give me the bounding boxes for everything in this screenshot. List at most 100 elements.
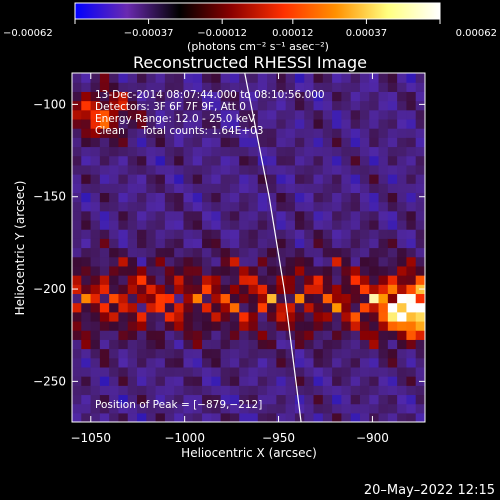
heatmap-cell bbox=[109, 394, 120, 405]
heatmap-cell bbox=[294, 109, 305, 120]
heatmap-cell bbox=[109, 155, 120, 166]
heatmap-cell bbox=[341, 137, 352, 148]
heatmap-cell bbox=[211, 219, 222, 230]
heatmap-cell bbox=[202, 192, 212, 203]
heatmap-cell bbox=[313, 183, 324, 193]
heatmap-cell bbox=[183, 146, 194, 157]
heatmap-cell bbox=[341, 394, 352, 405]
heatmap-cell bbox=[81, 219, 92, 230]
heatmap-cell bbox=[322, 275, 333, 285]
heatmap-cell bbox=[99, 210, 110, 221]
heatmap-cell bbox=[229, 320, 240, 331]
heatmap-cell bbox=[229, 284, 240, 295]
heatmap-cell bbox=[192, 146, 203, 157]
heatmap-cell bbox=[304, 348, 315, 359]
heatmap-cell bbox=[90, 146, 101, 157]
heatmap-cell bbox=[378, 275, 389, 285]
heatmap-cell bbox=[313, 284, 324, 295]
heatmap-cell bbox=[229, 109, 240, 120]
heatmap-cell bbox=[183, 118, 194, 129]
chart-title: Reconstructed RHESSI Image bbox=[133, 53, 367, 72]
heatmap-cell bbox=[229, 339, 240, 350]
heatmap-cell bbox=[341, 201, 352, 212]
heatmap-cell bbox=[183, 91, 194, 102]
heatmap-cell bbox=[397, 376, 408, 386]
heatmap-cell bbox=[127, 403, 138, 414]
heatmap-cell bbox=[369, 146, 380, 157]
heatmap-cell bbox=[174, 192, 185, 203]
heatmap-cell bbox=[341, 293, 352, 304]
heatmap-cell bbox=[304, 192, 315, 203]
heatmap-cell bbox=[415, 293, 425, 304]
heatmap-cell bbox=[192, 366, 203, 377]
heatmap-cell bbox=[248, 293, 259, 304]
heatmap-cell bbox=[146, 256, 157, 267]
heatmap-cell bbox=[304, 174, 315, 184]
heatmap-cell bbox=[202, 275, 212, 285]
heatmap-cell bbox=[294, 265, 305, 276]
heatmap-cell bbox=[137, 275, 147, 285]
heatmap-cell bbox=[397, 293, 408, 304]
heatmap-cell bbox=[127, 275, 138, 285]
heatmap-cell bbox=[183, 265, 194, 276]
heatmap-cell bbox=[137, 137, 147, 148]
heatmap-cell bbox=[322, 284, 333, 295]
heatmap-cell bbox=[192, 128, 203, 138]
heatmap-cell bbox=[99, 284, 110, 295]
heatmap-cell bbox=[127, 155, 138, 166]
heatmap-cell bbox=[359, 247, 370, 258]
heatmap-cell bbox=[332, 275, 342, 285]
heatmap-cell bbox=[137, 284, 147, 295]
heatmap-cell bbox=[174, 366, 185, 377]
heatmap-cell bbox=[192, 100, 203, 111]
heatmap-cell bbox=[211, 403, 222, 414]
heatmap-cell bbox=[378, 293, 389, 304]
heatmap-cell bbox=[350, 192, 361, 203]
heatmap-cell bbox=[174, 73, 185, 83]
heatmap-cell bbox=[239, 265, 250, 276]
heatmap-cell bbox=[415, 210, 425, 221]
heatmap-cell bbox=[415, 155, 425, 166]
heatmap-cell bbox=[164, 73, 175, 83]
heatmap-cell bbox=[350, 91, 361, 102]
y-axis-label: Heliocentric Y (arcsec) bbox=[13, 181, 27, 316]
heatmap-cell bbox=[239, 348, 250, 359]
heatmap-cell bbox=[118, 366, 129, 377]
heatmap-cell bbox=[99, 137, 110, 148]
heatmap-cell bbox=[415, 339, 425, 350]
heatmap-cell bbox=[313, 91, 324, 102]
heatmap-cell bbox=[248, 394, 259, 405]
heatmap-cell bbox=[220, 275, 231, 285]
heatmap-cell bbox=[267, 238, 277, 249]
heatmap-cell bbox=[164, 137, 175, 148]
heatmap-cell bbox=[229, 376, 240, 386]
heatmap-cell bbox=[239, 128, 250, 138]
heatmap-cell bbox=[202, 302, 212, 313]
heatmap-cell bbox=[415, 330, 425, 340]
heatmap-cell bbox=[276, 219, 287, 230]
heatmap-cell bbox=[192, 275, 203, 285]
heatmap-cell bbox=[369, 302, 380, 313]
heatmap-cell bbox=[415, 91, 425, 102]
heatmap-cell bbox=[72, 311, 82, 322]
heatmap-cell bbox=[350, 293, 361, 304]
heatmap-cell bbox=[137, 174, 147, 184]
heatmap-cell bbox=[294, 201, 305, 212]
heatmap-cell bbox=[350, 183, 361, 193]
heatmap-cell bbox=[276, 412, 287, 422]
heatmap-cell bbox=[267, 376, 277, 386]
heatmap-cell bbox=[137, 183, 147, 193]
heatmap-cell bbox=[267, 302, 277, 313]
heatmap-cell bbox=[72, 247, 82, 258]
heatmap-cell bbox=[369, 320, 380, 331]
heatmap-cell bbox=[137, 320, 147, 331]
heatmap-cell bbox=[202, 128, 212, 138]
heatmap-cell bbox=[322, 412, 333, 422]
x-tick-label: −950 bbox=[262, 431, 295, 445]
heatmap-cell bbox=[183, 73, 194, 83]
heatmap-cell bbox=[164, 100, 175, 111]
heatmap-cell bbox=[239, 330, 250, 340]
heatmap-cell bbox=[127, 256, 138, 267]
heatmap-cell bbox=[257, 201, 268, 212]
heatmap-cell bbox=[220, 385, 231, 396]
